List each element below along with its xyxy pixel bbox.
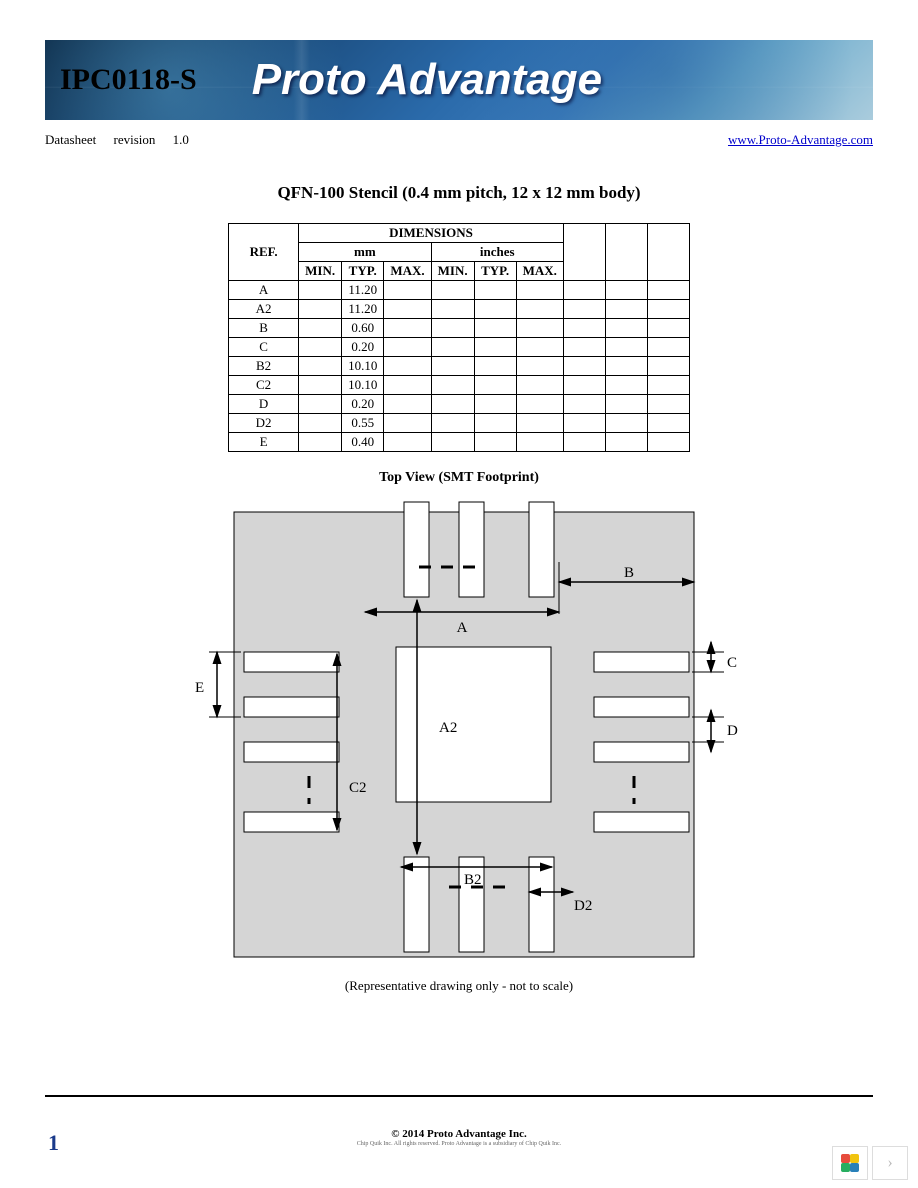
copyright: © 2014 Proto Advantage Inc. xyxy=(0,1128,918,1140)
svg-text:C: C xyxy=(727,655,737,671)
dimensions-header: DIMENSIONS xyxy=(299,224,564,243)
diagram-title: Top View (SMT Footprint) xyxy=(45,470,873,486)
sub-header-cell: TYP. xyxy=(474,262,516,281)
table-row: B210.10 xyxy=(229,357,690,376)
table-row: B0.60 xyxy=(229,319,690,338)
table-row: E0.40 xyxy=(229,433,690,452)
unit-inches: inches xyxy=(431,243,563,262)
svg-text:B: B xyxy=(624,565,634,581)
table-row: A11.20 xyxy=(229,281,690,300)
sub-header-cell: TYP. xyxy=(342,262,384,281)
blank-cell xyxy=(647,224,689,281)
sub-header-cell: MAX. xyxy=(384,262,431,281)
footprint-diagram: A B A2 C2 E C D B2 D2 xyxy=(179,492,739,972)
table-row: C210.10 xyxy=(229,376,690,395)
doc-type: Datasheet xyxy=(45,132,96,147)
table-row: A211.20 xyxy=(229,300,690,319)
corner-widget: › xyxy=(832,1146,908,1180)
header-banner: IPC0118-S Proto Advantage xyxy=(45,40,873,120)
dimensions-table: REF. DIMENSIONS mm inches MIN.TYP.MAX.MI… xyxy=(228,223,690,452)
svg-text:D: D xyxy=(727,723,738,739)
footer-rule xyxy=(45,1095,873,1097)
part-number: IPC0118-S xyxy=(60,63,197,97)
fine-print: Chip Quik Inc. All rights reserved. Prot… xyxy=(0,1141,918,1147)
revision-value: 1.0 xyxy=(173,132,189,147)
brand-name: Proto Advantage xyxy=(252,55,602,105)
svg-text:E: E xyxy=(195,680,204,696)
table-row: D0.20 xyxy=(229,395,690,414)
ref-header: REF. xyxy=(229,224,299,281)
svg-text:B2: B2 xyxy=(464,872,482,888)
sub-header: Datasheet revision 1.0 www.Proto-Advanta… xyxy=(45,132,873,148)
revision-label: revision xyxy=(114,132,156,147)
blank-cell xyxy=(563,224,605,281)
sub-header-cell: MIN. xyxy=(431,262,474,281)
logo-icon[interactable] xyxy=(832,1146,868,1180)
page-title: QFN-100 Stencil (0.4 mm pitch, 12 x 12 m… xyxy=(45,183,873,203)
unit-mm: mm xyxy=(299,243,432,262)
svg-text:A2: A2 xyxy=(439,720,457,736)
website-link[interactable]: www.Proto-Advantage.com xyxy=(728,132,873,148)
svg-text:A: A xyxy=(457,620,468,636)
blank-cell xyxy=(605,224,647,281)
sub-header-cell: MAX. xyxy=(516,262,563,281)
table-row: D20.55 xyxy=(229,414,690,433)
next-button[interactable]: › xyxy=(872,1146,908,1180)
svg-text:D2: D2 xyxy=(574,898,592,914)
svg-text:C2: C2 xyxy=(349,780,367,796)
diagram-caption: (Representative drawing only - not to sc… xyxy=(45,978,873,994)
sub-header-cell: MIN. xyxy=(299,262,342,281)
table-row: C0.20 xyxy=(229,338,690,357)
